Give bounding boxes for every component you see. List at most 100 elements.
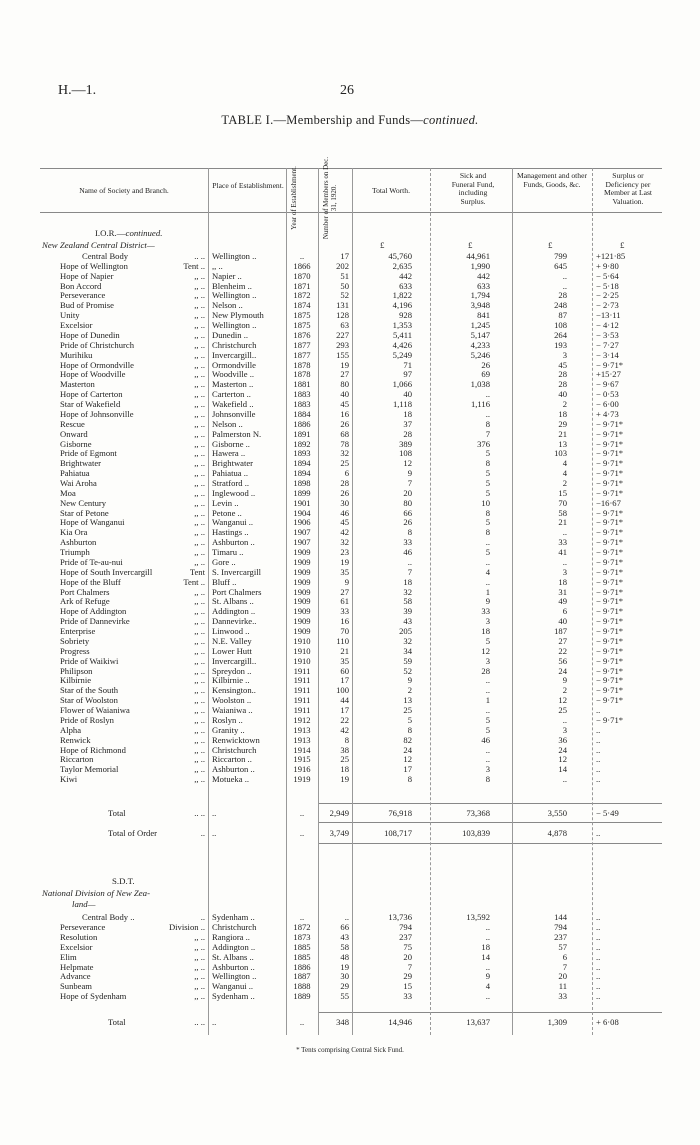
cell-sick-fund: ..	[485, 537, 490, 548]
cell-surplus: ..	[596, 941, 601, 952]
cell-year: 1911	[293, 705, 311, 716]
cell-place: Sydenham ..	[212, 991, 255, 1002]
cell-year: 1876	[293, 329, 311, 340]
cell-surplus: − 9·71*	[596, 665, 624, 676]
cell-suffix: ,, ..	[194, 369, 205, 380]
cell-name: Ark of Refuge	[60, 596, 110, 607]
cell-surplus: − 0·53	[596, 389, 619, 400]
cell-sick-fund: 3	[485, 764, 490, 775]
cell-members: 63	[340, 320, 349, 331]
cell-management-funds: 4	[562, 468, 567, 479]
cell-sick-fund: 3	[485, 616, 490, 627]
cell-sick-fund: ..	[485, 556, 490, 567]
table-row: Excelsior ,, .. Addington .. 1885 58 75 18 57..	[0, 942, 700, 952]
cell-members: 26	[340, 418, 349, 429]
cell-total-worth: 633	[399, 280, 412, 291]
cell-surplus: ..	[596, 931, 601, 942]
cell-total-worth: 8	[407, 774, 412, 785]
cell-surplus: ..	[596, 774, 601, 785]
cell-name: Alpha	[60, 724, 82, 735]
cell-suffix: ,, ..	[194, 606, 205, 617]
cell-suffix: ,, ..	[194, 695, 205, 706]
cell-suffix: ,, ..	[194, 468, 205, 479]
table-row: Pride of Waikiwi ,, .. Invercargill.. 1910 3…	[0, 656, 700, 666]
cell-management-funds: 40	[558, 389, 567, 400]
cell-sick-fund: 5	[485, 635, 490, 646]
cell-name: Pride of Roslyn	[60, 714, 114, 725]
cell-name: Hope of Wanganui	[60, 517, 125, 528]
cell-surplus: − 9·71*	[596, 714, 624, 725]
cell-suffix: ,, ..	[194, 645, 205, 656]
cell-suffix: ,, ..	[194, 408, 205, 419]
cell-sick-fund: ..	[485, 685, 490, 696]
cell-total-worth: 45,760	[388, 251, 412, 261]
cell-name: Onward	[60, 428, 88, 439]
cell-surplus: − 9·71*	[596, 448, 624, 459]
cell-place: Ashburton ..	[212, 764, 255, 775]
cell-name: Murihiku	[60, 349, 93, 360]
cell-suffix: ,, ..	[194, 981, 205, 992]
cell-members: 30	[340, 497, 349, 508]
cell-total-worth: 389	[399, 438, 412, 449]
cell-place: Wanganui ..	[212, 517, 254, 528]
table-row: Flower of Waianiwa ,, .. Waianiwa .. 1911 17…	[0, 705, 700, 715]
cell-surplus: − 9·71*	[596, 418, 624, 429]
cell-suffix: ,, ..	[194, 961, 205, 972]
table-title-continued: continued.	[423, 113, 479, 127]
cell-suffix: ,, ..	[194, 705, 205, 716]
table-row: Bon Accord ,, .. Blenheim .. 1871 50 633 633..…	[0, 281, 700, 291]
cell-surplus: ..	[596, 921, 601, 932]
cell-year: 1885	[293, 951, 311, 962]
cell-suffix: Division ..	[168, 921, 205, 932]
cell-management-funds: 11	[558, 981, 567, 992]
cell-management-funds: 103	[554, 448, 567, 459]
cell-year: 1875	[293, 310, 311, 321]
table-row: Riccarton ,, .. Riccarton .. 1915 25 12.. 12..	[0, 754, 700, 764]
cell-year: 1874	[293, 300, 311, 311]
total-order-rule	[318, 822, 662, 823]
cell-year: 1901	[293, 497, 311, 508]
cell-total-worth: 8	[407, 527, 412, 538]
cell-sick-fund: 7	[485, 428, 490, 439]
cell-sick-fund: 5,147	[470, 329, 490, 340]
cell-members: 110	[336, 635, 349, 646]
cell-members: 28	[340, 478, 349, 488]
cell-management-funds: 7	[562, 961, 567, 972]
cell-name: Gisborne	[60, 438, 92, 449]
cell-suffix: ,, ..	[194, 478, 205, 488]
cell-name: Perseverance	[60, 290, 106, 301]
cell-members: 17	[340, 705, 349, 716]
cell-management-funds: 12	[558, 695, 567, 706]
table-row: Perseverance Division .. Christchurch 1872 6…	[0, 922, 700, 932]
cell-surplus: − 9·67	[596, 379, 619, 390]
cell-name: Elim	[60, 951, 77, 962]
cell-total-worth: 1,822	[392, 290, 412, 301]
cell-total-worth: 12	[403, 754, 412, 765]
cell-name: Ashburton	[60, 537, 97, 548]
cell-total-worth: 14,946	[388, 1017, 412, 1027]
cell-place: ..	[212, 808, 217, 818]
cell-members: 40	[340, 389, 349, 400]
cell-year: 1914	[293, 744, 311, 755]
cell-name: Sunbeam	[60, 981, 92, 992]
table-row: Hope of Wanganui ,, .. Wanganui .. 1906 45 26…	[0, 517, 700, 527]
cell-members: 2,949	[329, 808, 349, 818]
cell-place: Spreydon ..	[212, 665, 252, 676]
cell-sick-fund: ..	[485, 991, 490, 1002]
cell-name: Riccarton	[60, 754, 94, 765]
cell-management-funds: 21	[558, 428, 567, 439]
table-row: Kia Ora ,, .. Hastings .. 1907 42 8 8.. − 9·71*	[0, 527, 700, 537]
cell-place: Wakefield ..	[212, 399, 254, 410]
cell-place: Waianiwa ..	[212, 705, 253, 716]
ior-heading-continued: continued.	[125, 228, 163, 238]
cell-year: 1904	[293, 507, 311, 518]
cell-place: Ormondville	[212, 359, 256, 370]
cell-place: Johnsonville	[212, 408, 256, 419]
cell-management-funds: 21	[558, 517, 567, 528]
cell-name: Unity	[60, 310, 80, 321]
cell-sick-fund: 13,592	[466, 912, 490, 922]
cell-total-worth: 928	[399, 310, 412, 321]
cell-total-worth: 66	[403, 507, 412, 518]
cell-management-funds: 70	[558, 497, 567, 508]
cell-year: 1910	[293, 635, 311, 646]
